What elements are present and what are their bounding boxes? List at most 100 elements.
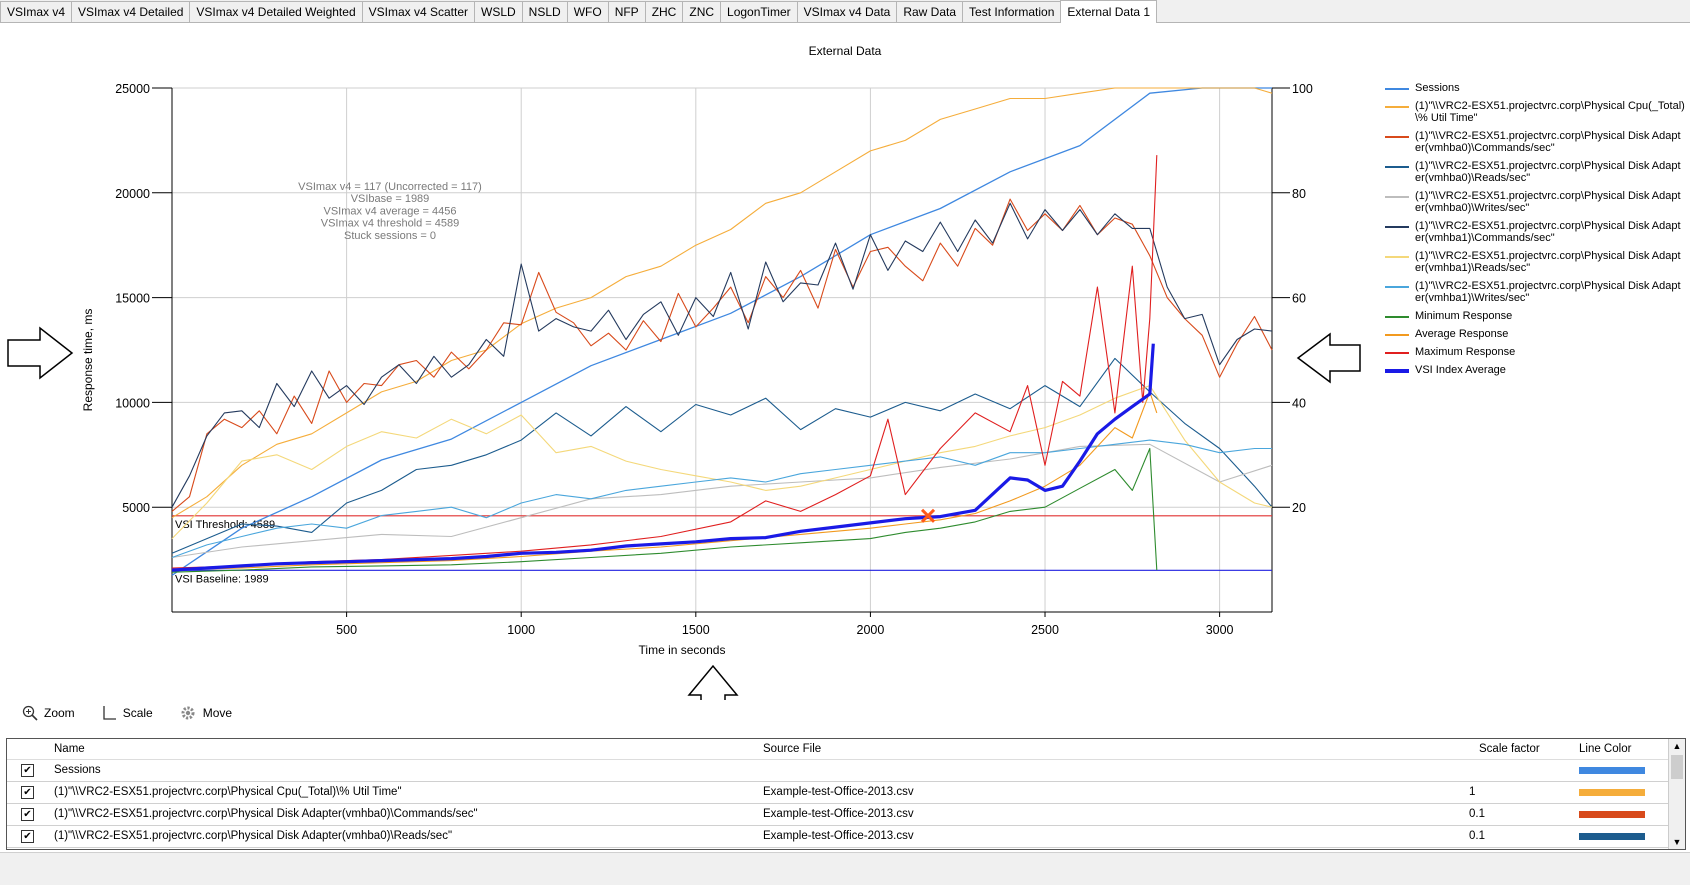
vsimax-marker — [920, 508, 936, 523]
legend-label: (1)"\\VRC2-ESX51.projectvrc.corp\Physica… — [1415, 130, 1681, 154]
line-color-swatch[interactable] — [1579, 811, 1645, 818]
gear-icon — [181, 706, 195, 720]
legend-item: Sessions — [1385, 82, 1685, 94]
tab-vsimax-v4-data[interactable]: VSImax v4 Data — [796, 1, 898, 22]
legend-swatch — [1385, 106, 1409, 108]
zoom-label: Zoom — [44, 706, 75, 720]
legend-label: (1)"\\VRC2-ESX51.projectvrc.corp\Physica… — [1415, 160, 1681, 184]
tab-nfp[interactable]: NFP — [607, 1, 646, 22]
tab-external-data-1[interactable]: External Data 1 — [1060, 0, 1158, 23]
series-line-9 — [171, 391, 1158, 571]
col-scale-header[interactable]: Scale factor — [1479, 743, 1540, 755]
legend-item: VSI Index Average — [1385, 364, 1685, 376]
tab-wsld[interactable]: WSLD — [474, 1, 523, 22]
scroll-thumb[interactable] — [1671, 755, 1683, 779]
col-name-header[interactable]: Name — [54, 743, 85, 755]
y-tick-label: 15000 — [115, 292, 150, 306]
row-checkbox[interactable]: ✔ — [21, 808, 34, 821]
legend-swatch — [1385, 256, 1409, 258]
line-color-swatch[interactable] — [1579, 833, 1645, 840]
cell-scale: 1 — [1469, 786, 1476, 798]
y2-tick-label: 40 — [1292, 396, 1306, 410]
tab-vsimax-v4[interactable]: VSImax v4 — [0, 1, 73, 22]
x-tick-label: 1500 — [682, 623, 710, 637]
x-tick-label: 2000 — [857, 623, 885, 637]
cell-scale: 0.1 — [1469, 808, 1485, 820]
scale-label: Scale — [122, 706, 153, 720]
legend-swatch — [1385, 286, 1409, 288]
legend-swatch — [1385, 352, 1409, 354]
tab-strip: VSImax v4 VSImax v4 Detailed VSImax v4 Det… — [0, 0, 1690, 23]
table-scrollbar[interactable]: ▲ ▼ — [1668, 739, 1685, 849]
chart-legend: Sessions (1)"\\VRC2-ESX51.projectvrc.corp… — [1385, 82, 1685, 382]
legend-label: Minimum Response — [1415, 310, 1513, 322]
table-row[interactable]: ✔ (1)"\\VRC2-ESX51.projectvrc.corp\Physic… — [7, 826, 1685, 848]
tab-vsimax-v4-detailed-weighted[interactable]: VSImax v4 Detailed Weighted — [189, 1, 363, 22]
col-source-header[interactable]: Source File — [763, 743, 822, 755]
legend-label: (1)"\\VRC2-ESX51.projectvrc.corp\Physica… — [1415, 100, 1685, 124]
series-line-1 — [171, 87, 1273, 519]
legend-item: (1)"\\VRC2-ESX51.projectvrc.corp\Physica… — [1385, 220, 1685, 244]
tab-test-information[interactable]: Test Information — [962, 1, 1062, 22]
move-label: Move — [202, 706, 233, 720]
scale-icon — [103, 706, 116, 720]
series-line-2 — [171, 198, 1273, 512]
x-tick-label: 3000 — [1206, 623, 1234, 637]
move-tool[interactable]: Move — [179, 704, 232, 722]
legend-item: Average Response — [1385, 328, 1685, 340]
arrow-up-icon — [687, 664, 739, 700]
tab-logontimer[interactable]: LogonTimer — [720, 1, 798, 22]
row-checkbox[interactable]: ✔ — [21, 786, 34, 799]
legend-label: (1)"\\VRC2-ESX51.projectvrc.corp\Physica… — [1415, 190, 1681, 214]
legend-swatch — [1385, 369, 1409, 373]
legend-label: VSI Index Average — [1415, 364, 1506, 376]
tab-znc[interactable]: ZNC — [682, 1, 722, 22]
scroll-up-icon[interactable]: ▲ — [1672, 741, 1682, 751]
line-color-swatch[interactable] — [1579, 789, 1645, 796]
legend-swatch — [1385, 316, 1409, 318]
cell-name: (1)"\\VRC2-ESX51.projectvrc.corp\Physica… — [54, 786, 402, 798]
vsimax-annotation: VSIbase = 1989 — [351, 193, 430, 205]
table-row[interactable]: ✔ Sessions — [7, 760, 1685, 782]
y2-tick-label: 20 — [1292, 501, 1306, 515]
x-tick-label: 1000 — [507, 623, 535, 637]
table-row[interactable]: ✔ (1)"\\VRC2-ESX51.projectvrc.corp\Physic… — [7, 804, 1685, 826]
tab-vsimax-v4-detailed[interactable]: VSImax v4 Detailed — [71, 1, 191, 22]
series-line-11 — [171, 343, 1155, 572]
zoom-icon — [22, 705, 38, 721]
legend-label: Average Response — [1415, 328, 1509, 340]
scroll-down-icon[interactable]: ▼ — [1672, 837, 1682, 847]
line-color-swatch[interactable] — [1579, 767, 1645, 774]
col-color-header[interactable]: Line Color — [1579, 743, 1632, 755]
legend-label: (1)"\\VRC2-ESX51.projectvrc.corp\Physica… — [1415, 280, 1681, 304]
tab-nsld[interactable]: NSLD — [521, 1, 568, 22]
zoom-tool[interactable]: Zoom — [22, 704, 75, 722]
y-axis-label: Response time, ms — [81, 309, 95, 412]
vsimax-annotation: VSImax v4 average = 4456 — [324, 205, 457, 217]
legend-item: (1)"\\VRC2-ESX51.projectvrc.corp\Physica… — [1385, 130, 1685, 154]
chart-title: External Data — [808, 44, 882, 58]
cell-source: Example-test-Office-2013.csv — [763, 786, 914, 798]
series-line-7 — [171, 439, 1272, 559]
row-checkbox[interactable]: ✔ — [21, 830, 34, 843]
tab-vsimax-v4-scatter[interactable]: VSImax v4 Scatter — [361, 1, 475, 22]
y2-tick-label: 60 — [1292, 292, 1306, 306]
y-tick-label: 20000 — [115, 187, 150, 201]
series-line-6 — [171, 385, 1273, 539]
legend-swatch — [1385, 166, 1409, 168]
legend-item: (1)"\\VRC2-ESX51.projectvrc.corp\Physica… — [1385, 160, 1685, 184]
scale-tool[interactable]: Scale — [101, 704, 153, 722]
legend-label: (1)"\\VRC2-ESX51.projectvrc.corp\Physica… — [1415, 250, 1681, 274]
table-body: ✔ Sessions ✔ (1)"\\VRC2-ESX51.projectvrc.co… — [7, 760, 1685, 848]
table-row[interactable]: ✔ (1)"\\VRC2-ESX51.projectvrc.corp\Physic… — [7, 782, 1685, 804]
cell-source: Example-test-Office-2013.csv — [763, 830, 914, 842]
legend-swatch — [1385, 334, 1409, 336]
cell-name: (1)"\\VRC2-ESX51.projectvrc.corp\Physica… — [54, 808, 478, 820]
legend-item: (1)"\\VRC2-ESX51.projectvrc.corp\Physica… — [1385, 100, 1685, 124]
y-tick-label: 10000 — [115, 396, 150, 410]
row-checkbox[interactable]: ✔ — [21, 764, 34, 777]
cell-scale: 0.1 — [1469, 830, 1485, 842]
vsimax-annotation: VSImax v4 = 117 (Uncorrected = 117) — [298, 181, 482, 193]
table-header: Name Source File Scale factor Line Color — [7, 739, 1685, 760]
legend-swatch — [1385, 196, 1409, 198]
